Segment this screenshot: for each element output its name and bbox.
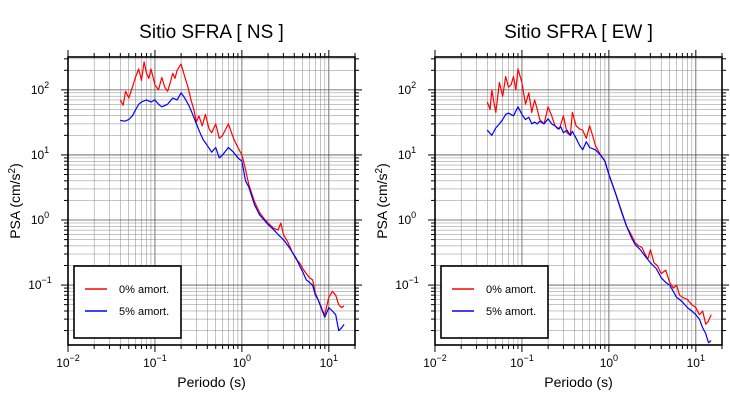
- y-tick-exponent: 0: [411, 210, 416, 220]
- x-tick-label: 100: [233, 353, 251, 370]
- x-tick-label: 101: [320, 353, 338, 370]
- y-axis-label: PSA (cm/s2): [374, 163, 390, 239]
- x-tick-label: 10−2: [56, 353, 80, 370]
- x-tick-exponent: 1: [700, 353, 705, 363]
- x-tick-exponent: −2: [70, 353, 80, 363]
- legend-box: [440, 265, 549, 339]
- y-tick-label: 102: [398, 80, 416, 97]
- legend-box: [73, 265, 182, 339]
- plot-frame: [428, 50, 729, 352]
- legend: 0% amort. 5% amort.: [73, 265, 182, 339]
- legend-label: 0% amort.: [119, 284, 169, 296]
- legend-label: 5% amort.: [119, 306, 169, 318]
- x-tick-label: 100: [600, 353, 618, 370]
- plot-area-border: [434, 56, 723, 346]
- y-axis-label: PSA (cm/s2): [7, 163, 23, 239]
- y-tick-exponent: 0: [44, 210, 49, 220]
- y-tick-label: 101: [398, 145, 416, 162]
- x-axis-label: Periodo (s): [177, 374, 245, 390]
- y-axis-label-close: ): [7, 163, 23, 168]
- x-tick-label: 101: [687, 353, 705, 370]
- x-tick-label: 10−1: [143, 353, 167, 370]
- x-tick-label: 10−1: [510, 353, 534, 370]
- grid-lines: [67, 57, 356, 345]
- y-tick-label: 102: [31, 80, 49, 97]
- y-tick-exponent: 2: [44, 80, 49, 90]
- plot-frame: [61, 50, 362, 352]
- y-tick-label: 100: [31, 210, 49, 227]
- legend-label: 0% amort.: [486, 284, 536, 296]
- x-tick-exponent: −1: [156, 353, 166, 363]
- chart-title: Sitio SFRA [ EW ]: [504, 22, 653, 43]
- series-line-five-damping: [486, 106, 712, 344]
- x-tick-exponent: −1: [523, 353, 533, 363]
- x-tick-exponent: 1: [333, 353, 338, 363]
- y-axis-label-base: PSA (cm/s: [374, 173, 390, 238]
- y-tick-label: 10−1: [28, 275, 52, 292]
- y-axis-label-base: PSA (cm/s: [7, 173, 23, 238]
- y-axis-label-close: ): [374, 163, 390, 168]
- y-tick-exponent: 1: [411, 145, 416, 155]
- series-line-five-damping: [120, 92, 345, 332]
- chart-title: Sitio SFRA [ NS ]: [139, 22, 284, 43]
- series-group: [486, 68, 712, 344]
- y-axis-label-superscript: 2: [7, 167, 18, 173]
- series-line-zero-damping: [486, 68, 712, 325]
- y-tick-label: 10−1: [395, 275, 419, 292]
- x-tick-label: 10−2: [423, 353, 447, 370]
- x-axis-label: Periodo (s): [544, 374, 612, 390]
- y-tick-exponent: −1: [409, 275, 419, 285]
- legend: 0% amort. 5% amort.: [440, 265, 549, 339]
- y-tick-label: 100: [398, 210, 416, 227]
- series-line-zero-damping: [119, 61, 345, 316]
- x-tick-exponent: 0: [613, 353, 618, 363]
- series-group: [119, 61, 345, 332]
- legend-label: 5% amort.: [486, 306, 536, 318]
- y-tick-exponent: −1: [42, 275, 52, 285]
- x-tick-exponent: −2: [437, 353, 447, 363]
- x-tick-exponent: 0: [246, 353, 251, 363]
- y-tick-exponent: 1: [44, 145, 49, 155]
- y-axis-label-superscript: 2: [374, 167, 385, 173]
- y-tick-exponent: 2: [411, 80, 416, 90]
- plot-area-border: [67, 56, 356, 346]
- y-tick-label: 101: [31, 145, 49, 162]
